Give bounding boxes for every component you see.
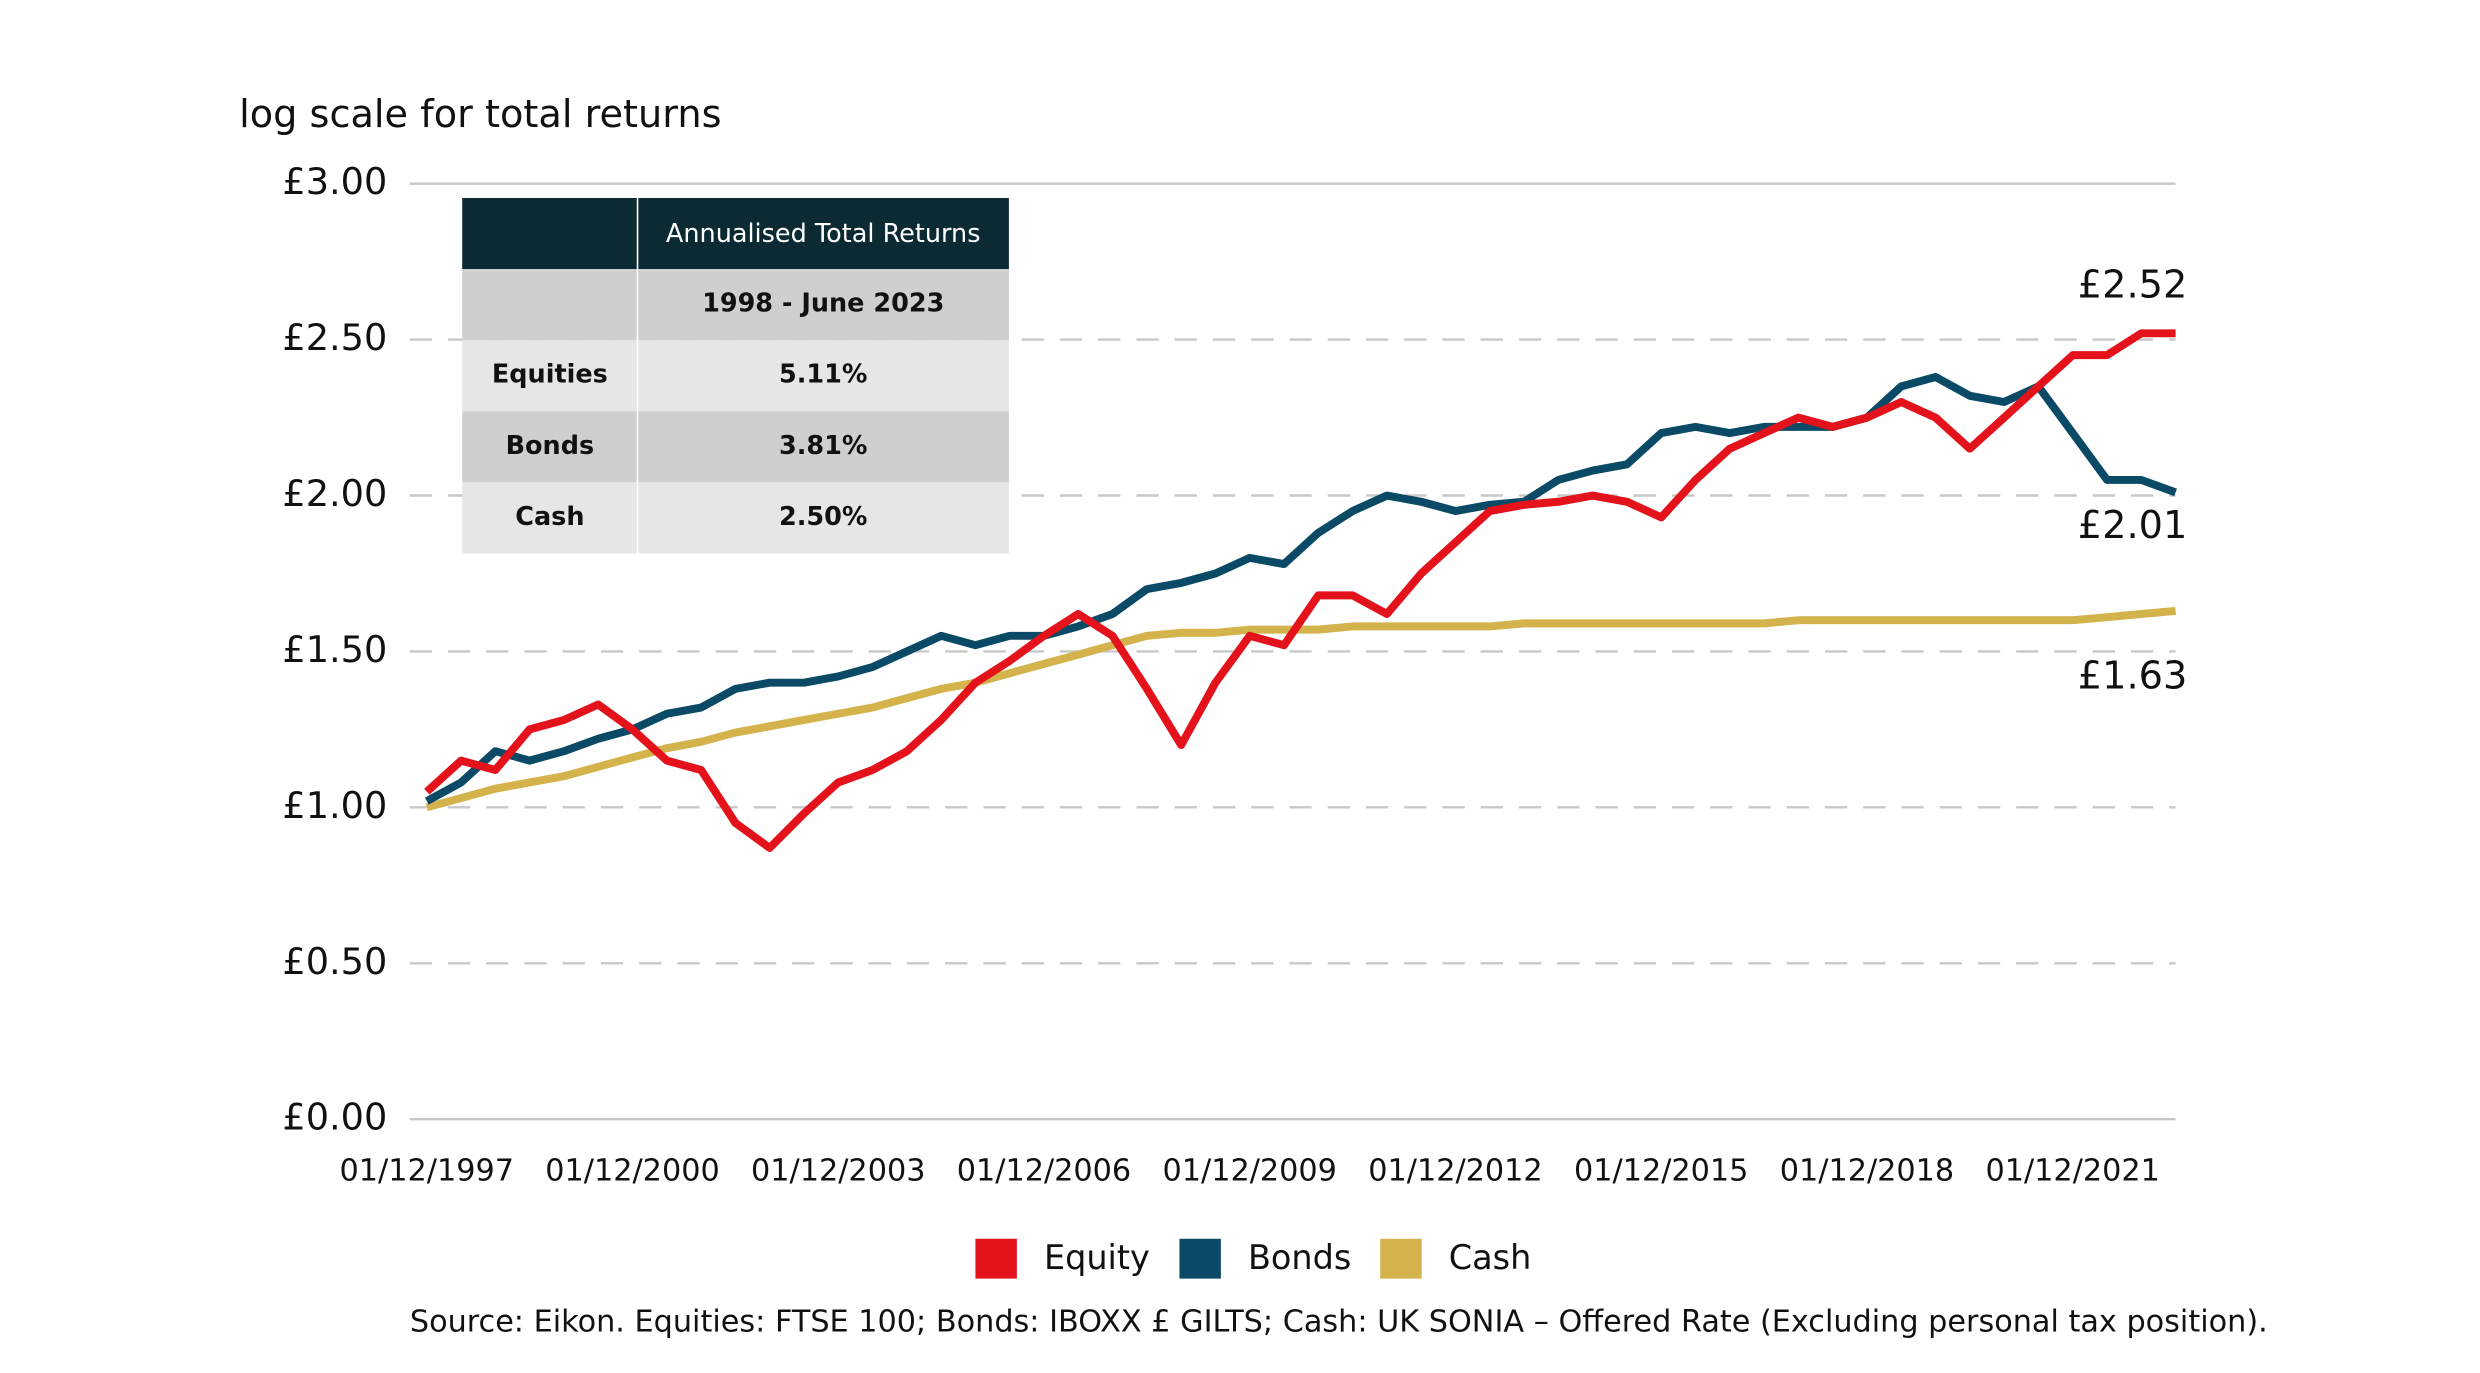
x-tick-label: 01/12/2021 [1985, 1153, 2159, 1188]
table-header: Annualised Total Returns [666, 219, 981, 249]
table-cell: 3.81% [779, 431, 867, 461]
x-tick-label: 01/12/2009 [1163, 1153, 1337, 1188]
table-cell: Cash [515, 502, 584, 532]
x-tick-label: 01/12/2018 [1780, 1153, 1954, 1188]
y-tick-label: £2.00 [282, 472, 387, 515]
series-line [424, 372, 2177, 805]
x-tick-label: 01/12/2000 [545, 1153, 719, 1188]
table-row-bg [462, 269, 1009, 341]
legend-swatch [1179, 1238, 1221, 1279]
x-tick-label: 01/12/2012 [1368, 1153, 1542, 1188]
x-tick-label: 01/12/2015 [1574, 1153, 1748, 1188]
y-tick-label: £1.00 [282, 784, 387, 827]
x-tick-label: 01/12/2003 [751, 1153, 925, 1188]
x-tick-label: 01/12/2006 [957, 1153, 1131, 1188]
y-axis-label: log scale for total returns [239, 92, 721, 137]
table-header-bg [462, 197, 1009, 270]
y-tick-label: £0.50 [282, 940, 387, 983]
table-cell: 2.50% [779, 502, 867, 532]
table-cell: Equities [492, 360, 608, 390]
table-row-bg [462, 411, 1009, 483]
source-note: Source: Eikon. Equities: FTSE 100; Bonds… [410, 1305, 2268, 1340]
x-tick-label: 01/12/1997 [340, 1153, 514, 1188]
legend-label: Cash [1449, 1238, 1532, 1277]
legend-swatch [975, 1238, 1017, 1279]
table-row-bg [462, 482, 1009, 554]
y-tick-label: £2.50 [282, 316, 387, 359]
end-label: £2.52 [2078, 263, 2188, 308]
legend-swatch [1380, 1238, 1422, 1279]
table-cell: Bonds [506, 431, 595, 461]
table-period: 1998 - June 2023 [702, 289, 944, 319]
legend-label: Equity [1044, 1238, 1150, 1277]
table-cell: 5.11% [779, 360, 867, 390]
end-label: £2.01 [2078, 503, 2188, 548]
end-label: £1.63 [2078, 653, 2188, 698]
y-tick-label: £0.00 [282, 1096, 387, 1139]
legend-label: Bonds [1248, 1238, 1351, 1277]
table-row-bg [462, 340, 1009, 412]
series-line [425, 606, 2176, 812]
y-tick-label: £1.50 [282, 628, 387, 671]
y-tick-label: £3.00 [282, 160, 387, 203]
series-line [424, 329, 2176, 852]
